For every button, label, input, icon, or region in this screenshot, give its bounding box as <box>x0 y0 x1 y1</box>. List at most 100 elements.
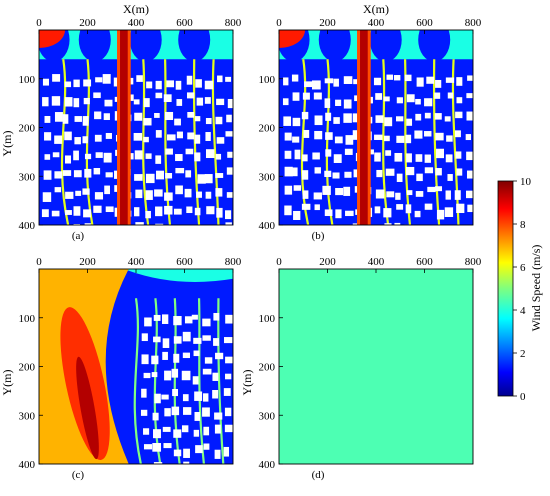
building <box>194 411 201 421</box>
building <box>173 316 182 326</box>
x-tick-label: 600 <box>176 17 193 29</box>
building <box>205 191 212 199</box>
building <box>152 443 162 452</box>
heatmap-field <box>39 269 233 472</box>
building <box>187 132 195 140</box>
building <box>385 168 395 176</box>
building <box>54 171 63 179</box>
building <box>140 409 148 416</box>
building <box>352 130 361 140</box>
building <box>212 390 219 399</box>
building <box>343 186 351 196</box>
building <box>84 153 92 160</box>
panel-d: 0 200 400 600 800 100 200 300 400 Y(m) (d) <box>240 256 482 481</box>
building <box>427 186 436 193</box>
building <box>182 352 190 359</box>
building <box>194 391 203 401</box>
building <box>415 191 424 197</box>
uniform-field <box>279 269 473 464</box>
x-tick-label: 400 <box>128 17 145 29</box>
building <box>374 134 383 140</box>
x-tick-label: 200 <box>319 17 336 29</box>
building <box>145 210 151 219</box>
building <box>44 115 51 123</box>
building <box>456 97 463 104</box>
building <box>196 97 204 106</box>
x-tick-label: 600 <box>416 17 433 29</box>
x-axis-label: X(m) <box>363 2 389 16</box>
building <box>324 98 331 108</box>
y-tick-label: 100 <box>19 74 36 86</box>
heatmap-field <box>279 269 473 464</box>
building <box>436 209 445 220</box>
building <box>94 111 102 120</box>
building <box>175 167 185 174</box>
building <box>133 132 143 141</box>
building <box>205 132 211 141</box>
building <box>192 376 199 385</box>
building <box>73 150 79 161</box>
building <box>426 76 435 84</box>
building <box>136 75 143 82</box>
building <box>42 192 52 202</box>
building <box>456 228 463 236</box>
building <box>193 337 202 344</box>
building <box>186 229 194 235</box>
building <box>454 190 461 200</box>
building <box>301 203 311 210</box>
building <box>435 132 444 141</box>
jet-core <box>120 30 128 225</box>
x-axis-label: X(m) <box>123 2 149 16</box>
building <box>153 429 161 439</box>
colorbar-tick-label: 8 <box>520 219 526 231</box>
building <box>415 113 422 121</box>
building <box>343 113 352 123</box>
building <box>215 352 224 360</box>
building <box>301 111 309 120</box>
building <box>415 154 423 162</box>
building <box>153 314 161 321</box>
x-tick-label: 600 <box>176 256 193 268</box>
building <box>375 93 383 100</box>
building <box>186 206 193 214</box>
building <box>406 153 412 163</box>
building <box>225 467 233 472</box>
flow-streak <box>164 59 172 225</box>
building <box>202 335 211 341</box>
building <box>225 131 233 137</box>
building <box>93 168 101 175</box>
building <box>454 130 461 138</box>
building <box>82 116 89 126</box>
building <box>333 78 339 87</box>
building <box>151 372 158 378</box>
building <box>42 78 49 86</box>
plume-core <box>76 356 99 460</box>
building <box>374 152 381 162</box>
y-tick-label: 100 <box>259 313 276 325</box>
building <box>284 132 292 141</box>
building <box>467 204 473 213</box>
building <box>405 134 412 144</box>
building <box>63 229 68 235</box>
panel-caption: (c) <box>72 469 85 481</box>
wake-lobe <box>369 30 402 62</box>
building <box>105 132 112 139</box>
building <box>217 227 225 235</box>
building <box>184 188 192 198</box>
building <box>436 148 445 159</box>
x-tick-label: 800 <box>225 17 242 29</box>
building <box>214 424 221 434</box>
building <box>214 449 221 459</box>
building <box>191 314 198 320</box>
building <box>304 81 313 88</box>
building <box>143 118 152 126</box>
building <box>206 206 215 215</box>
building <box>386 191 395 198</box>
building <box>95 77 103 83</box>
building <box>213 312 220 321</box>
building <box>424 167 434 174</box>
building <box>64 81 72 88</box>
building <box>162 426 171 432</box>
building <box>416 173 423 182</box>
